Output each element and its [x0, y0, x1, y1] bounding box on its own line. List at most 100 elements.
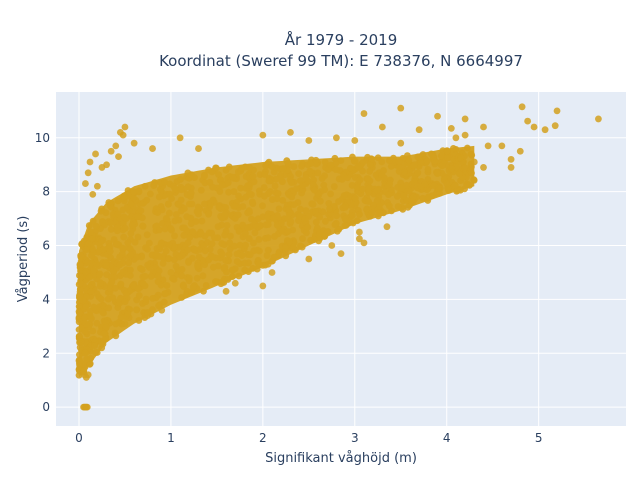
scatter-point	[178, 266, 186, 273]
scatter-point	[335, 198, 342, 205]
scatter-point	[177, 186, 185, 194]
scatter-point	[225, 251, 233, 258]
scatter-point	[149, 294, 157, 302]
scatter-point	[279, 196, 287, 204]
scatter-point	[216, 188, 224, 195]
scatter-point	[92, 349, 99, 357]
scatter-point	[116, 253, 123, 261]
scatter-point	[145, 239, 153, 247]
scatter-point	[154, 272, 162, 280]
scatter-point	[245, 235, 253, 242]
scatter-point	[106, 247, 114, 255]
scatter-point	[137, 207, 145, 215]
y-tick-labels: 0 2 4 6 8 10	[35, 131, 50, 414]
scatter-point	[461, 131, 469, 139]
scatter-point	[244, 182, 252, 190]
scatter-point	[200, 287, 207, 295]
scatter-point	[246, 208, 253, 216]
scatter-point	[184, 183, 192, 191]
scatter-point	[201, 247, 209, 255]
x-tick-label: 5	[535, 431, 543, 445]
scatter-point	[414, 153, 422, 161]
scatter-point	[359, 167, 366, 175]
scatter-point	[312, 207, 319, 215]
scatter-point	[434, 112, 441, 120]
scatter-point	[159, 259, 167, 267]
scatter-point	[171, 217, 179, 225]
scatter-point	[287, 218, 295, 226]
scatter-point	[427, 150, 435, 158]
scatter-point	[152, 250, 160, 258]
scatter-point	[394, 203, 402, 210]
scatter-point	[76, 292, 84, 299]
scatter-point	[127, 251, 135, 259]
scatter-point	[86, 312, 94, 319]
scatter-point	[222, 227, 230, 235]
scatter-point	[77, 253, 85, 261]
scatter-point	[85, 273, 93, 281]
scatter-point	[179, 281, 187, 289]
scatter-point	[130, 188, 137, 196]
scatter-point	[239, 221, 247, 229]
y-tick-label: 0	[42, 400, 50, 414]
x-tick-label: 3	[351, 431, 359, 445]
scatter-point	[259, 282, 267, 290]
scatter-point	[119, 268, 127, 276]
scatter-point	[234, 211, 242, 219]
scatter-point	[275, 205, 283, 213]
scatter-point	[206, 179, 214, 186]
scatter-point	[238, 165, 245, 172]
scatter-point	[197, 230, 205, 238]
scatter-point	[410, 178, 418, 186]
scatter-point	[130, 139, 138, 147]
scatter-point	[133, 253, 141, 261]
scatter-point	[208, 253, 216, 261]
scatter-point	[249, 173, 257, 180]
scatter-point	[82, 268, 90, 276]
scatter-point	[451, 181, 459, 189]
scatter-point	[177, 207, 185, 215]
scatter-point	[321, 186, 329, 194]
scatter-point	[307, 236, 315, 244]
scatter-point	[355, 162, 363, 170]
y-tick-label: 2	[42, 346, 50, 360]
scatter-point	[131, 238, 139, 246]
scatter-point	[316, 197, 324, 205]
scatter-point	[157, 239, 165, 247]
scatter-point	[271, 233, 279, 240]
scatter-point	[184, 246, 192, 254]
scatter-point	[187, 189, 195, 197]
scatter-point	[93, 319, 101, 327]
scatter-point	[385, 202, 393, 210]
scatter-point	[351, 194, 359, 202]
scatter-point	[84, 258, 92, 266]
scatter-point	[105, 199, 113, 206]
scatter-point	[288, 193, 296, 201]
scatter-point	[120, 193, 128, 201]
scatter-point	[231, 242, 238, 250]
scatter-points	[80, 103, 602, 411]
scatter-point	[365, 185, 372, 193]
scatter-point	[82, 180, 89, 187]
scatter-point	[313, 224, 321, 232]
scatter-point	[386, 180, 394, 188]
scatter-point	[143, 196, 151, 204]
scatter-point	[467, 150, 475, 158]
scatter-point	[409, 193, 417, 201]
scatter-point	[90, 267, 98, 274]
scatter-point	[92, 222, 100, 230]
scatter-point	[215, 203, 223, 211]
scatter-point	[235, 272, 243, 280]
scatter-point	[385, 191, 392, 199]
scatter-point	[181, 224, 188, 232]
scatter-point	[185, 200, 193, 208]
scatter-point	[149, 145, 156, 152]
scatter-point	[328, 242, 336, 249]
scatter-point	[268, 269, 276, 276]
scatter-point	[231, 279, 239, 287]
scatter-point	[262, 162, 270, 170]
scatter-point	[135, 292, 143, 299]
scatter-point	[121, 320, 129, 328]
scatter-point	[189, 228, 196, 236]
